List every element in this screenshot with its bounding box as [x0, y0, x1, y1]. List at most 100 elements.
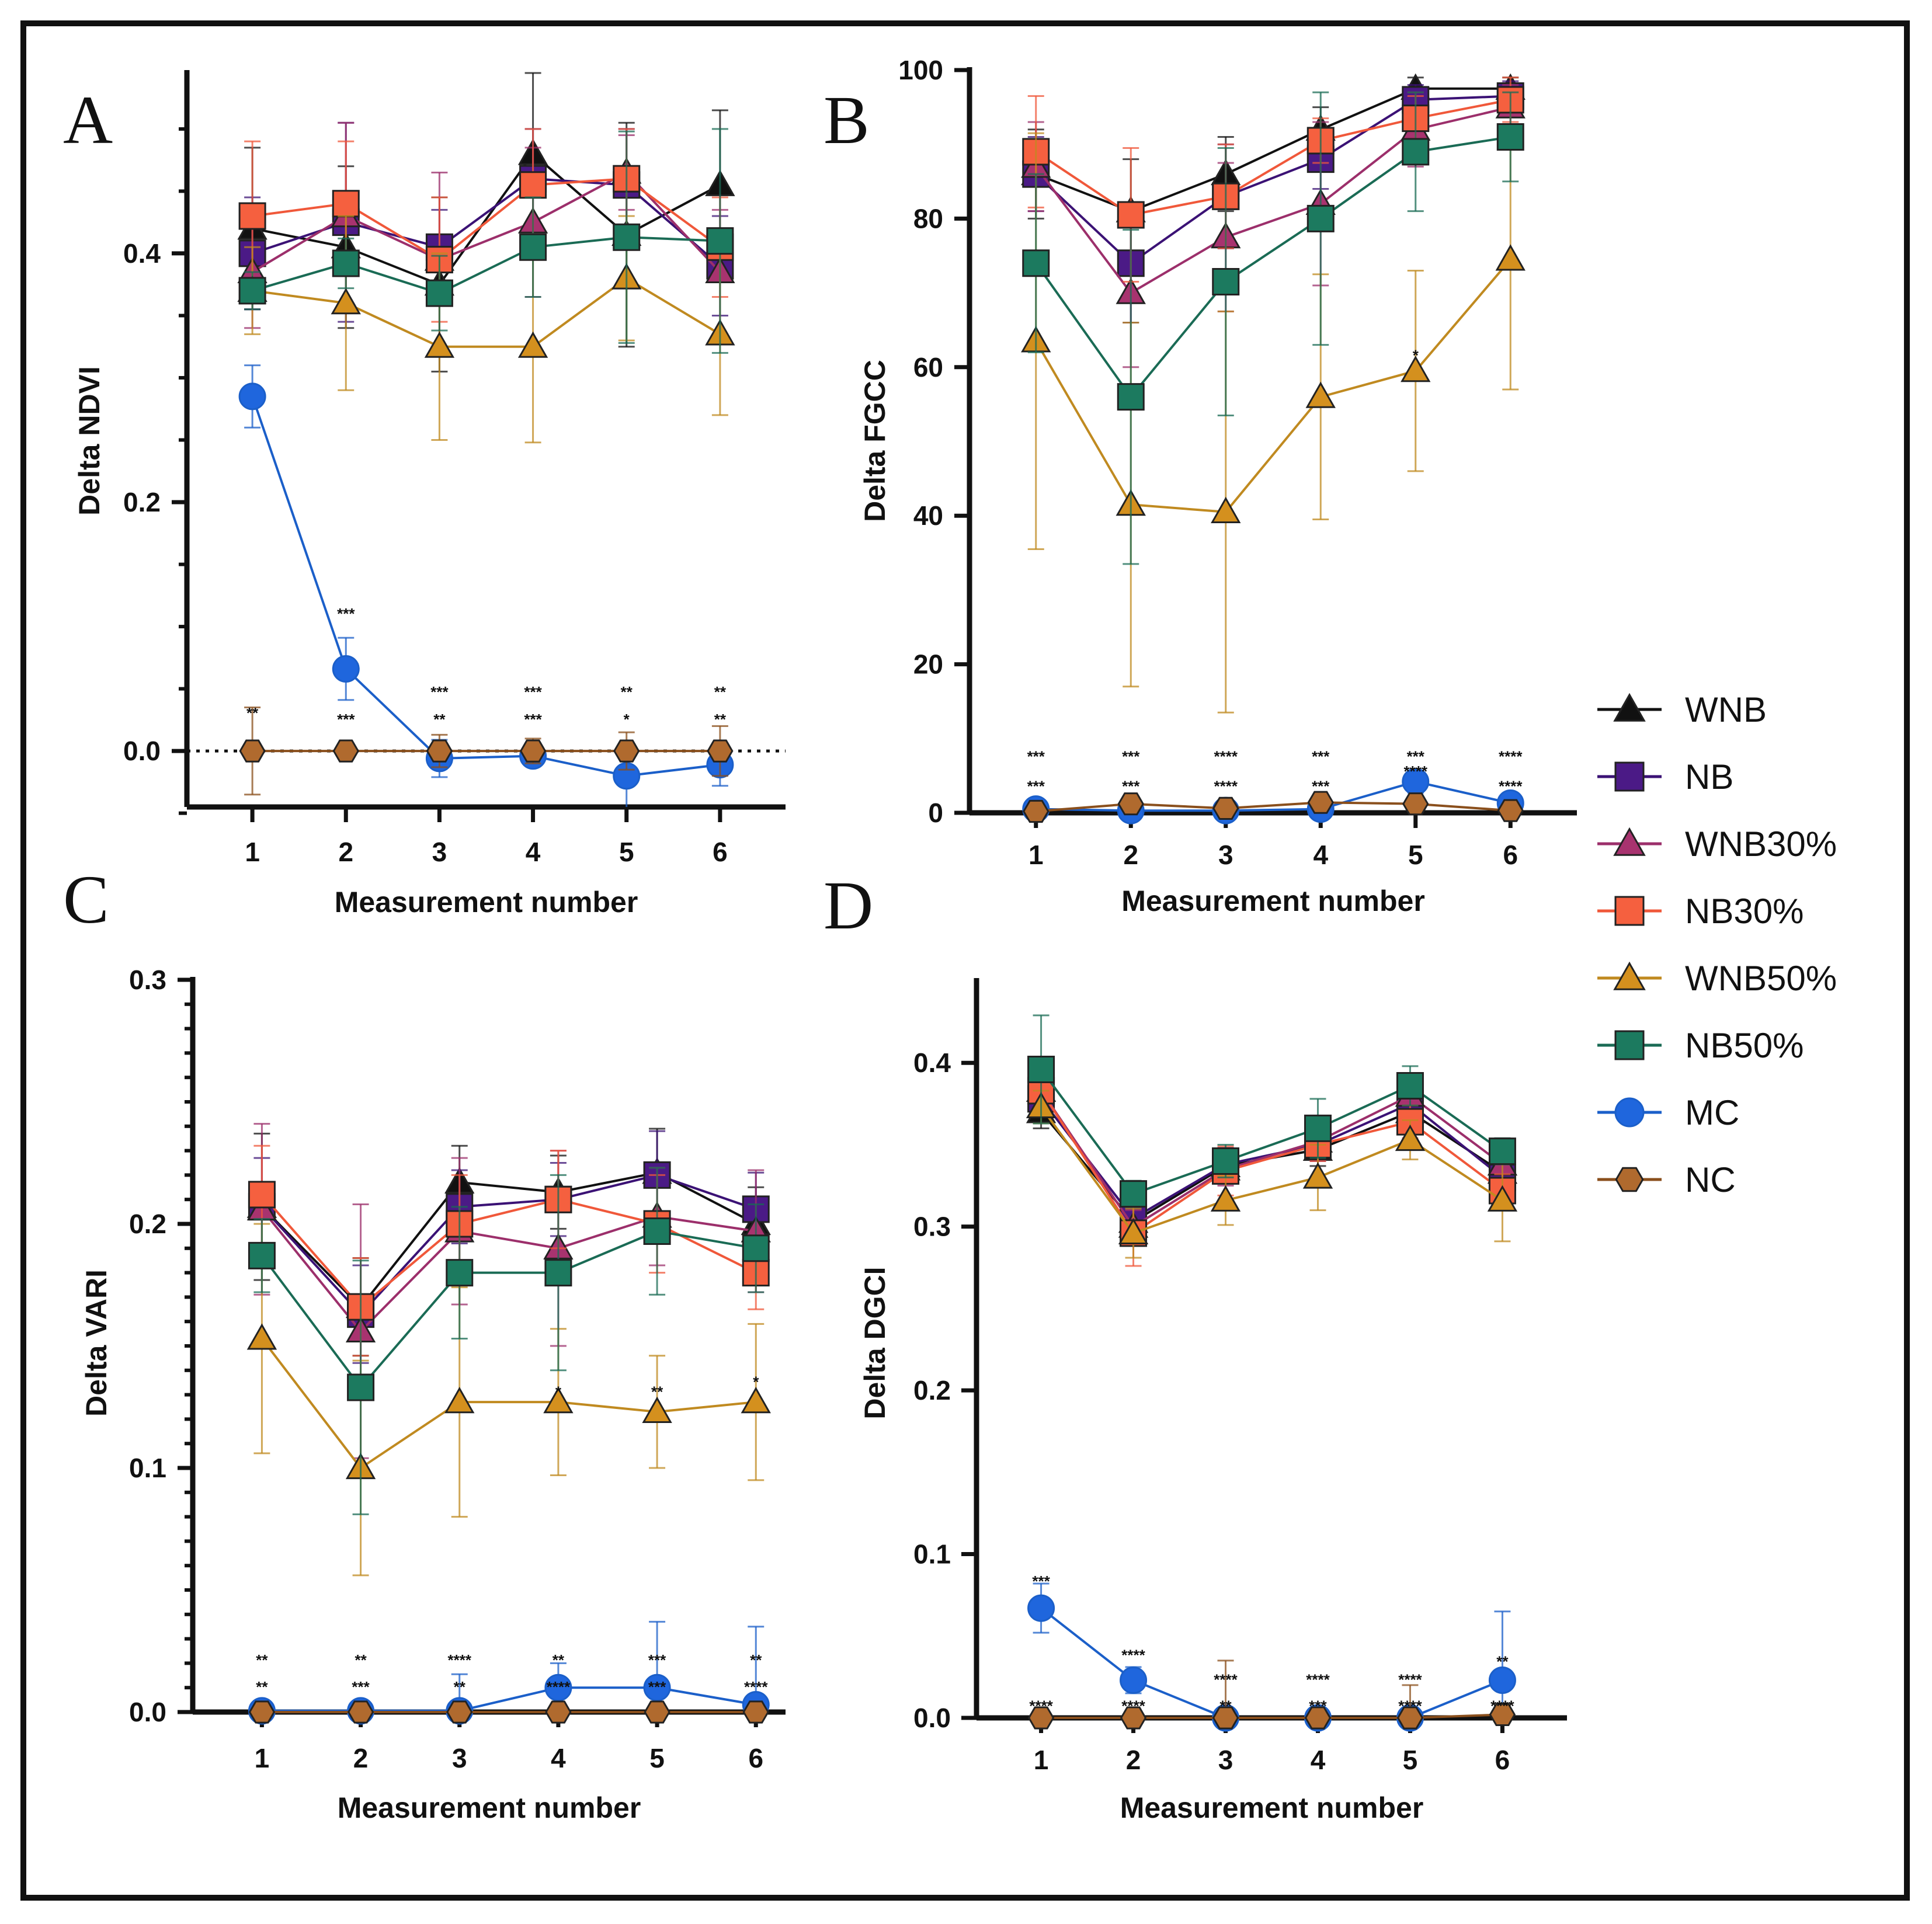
- legend-label: WNB50%: [1685, 959, 1837, 998]
- data-point: [519, 171, 547, 199]
- legend-item-nb30pct: NB30%: [1597, 892, 1804, 931]
- legend-marker: [1613, 693, 1646, 722]
- data-point: [1023, 799, 1050, 823]
- y-axis-title: Delta DGCI: [859, 1267, 891, 1419]
- series-line: [1040, 1111, 1503, 1223]
- y-tick-label: 0: [928, 798, 943, 828]
- legend-item-mc: MC: [1597, 1093, 1739, 1132]
- series-nc: [1023, 791, 1524, 823]
- x-tick-label: 1: [1028, 840, 1044, 870]
- significance-label: ****: [1398, 1697, 1422, 1714]
- significance-label: **: [246, 704, 259, 722]
- x-tick-label: 3: [432, 837, 447, 867]
- x-tick-label: 2: [353, 1743, 369, 1773]
- y-tick-label: 0.1: [129, 1453, 166, 1483]
- data-point: [1307, 791, 1334, 814]
- significance-label: *: [624, 711, 630, 728]
- significance-label: ****: [1214, 1671, 1238, 1688]
- figure-frame: [20, 20, 1910, 1901]
- series-line: [252, 236, 720, 295]
- data-point: [332, 249, 360, 277]
- series-wnb50pct: [237, 215, 735, 444]
- significance-label: **: [714, 711, 727, 728]
- significance-label: ****: [1214, 748, 1238, 766]
- data-point: [446, 1259, 474, 1287]
- y-axis-title: Delta FGCC: [859, 360, 891, 522]
- significance-label: ****: [1490, 1697, 1514, 1714]
- x-axis-title: Measurement number: [1120, 1791, 1424, 1824]
- significance-label: ***: [1032, 1572, 1050, 1590]
- x-tick-label: 3: [1218, 840, 1233, 870]
- series-line: [1035, 95, 1511, 265]
- series-line: [262, 1686, 756, 1712]
- significance-label: ***: [524, 711, 542, 728]
- series-line: [260, 1194, 757, 1309]
- x-tick-label: 5: [649, 1743, 665, 1773]
- significance-label: **: [553, 1651, 565, 1669]
- data-point: [1120, 1666, 1148, 1694]
- data-point: [1022, 249, 1050, 277]
- y-tick-label: 0.0: [123, 736, 161, 766]
- legend-label: NC: [1685, 1160, 1736, 1199]
- data-point: [1302, 1162, 1333, 1189]
- y-tick-label: 80: [913, 203, 943, 234]
- significance-label: ***: [524, 683, 542, 701]
- y-tick-label: 0.3: [129, 965, 166, 995]
- data-point: [1304, 1114, 1332, 1142]
- y-tick-label: 0.3: [913, 1212, 951, 1242]
- data-point: [347, 1700, 374, 1724]
- significance-label: ****: [1499, 777, 1523, 795]
- series-line: [1041, 1713, 1503, 1719]
- data-point: [643, 1217, 671, 1245]
- series-nb50pct: [1022, 91, 1524, 565]
- significance-label: ***: [1312, 777, 1330, 795]
- data-point: [517, 331, 548, 358]
- series-wnb: [1026, 1094, 1518, 1239]
- y-tick-label: 20: [913, 649, 943, 680]
- series-mc: [248, 1620, 770, 1725]
- series-wnb50pct: [1021, 128, 1526, 714]
- significance-label: **: [1219, 1697, 1232, 1714]
- data-point: [331, 288, 361, 315]
- series-line: [252, 178, 721, 267]
- data-point: [248, 1241, 276, 1269]
- x-tick-label: 2: [1126, 1745, 1141, 1775]
- x-tick-label: 6: [1495, 1745, 1510, 1775]
- data-point: [643, 1674, 671, 1702]
- significance-label: ****: [1306, 1671, 1330, 1688]
- series-mc: [238, 364, 734, 807]
- data-point: [347, 1373, 375, 1401]
- significance-label: ****: [448, 1651, 472, 1669]
- y-axis-title: Delta VARI: [80, 1269, 113, 1417]
- series-line: [252, 178, 721, 262]
- significance-label: ***: [430, 683, 449, 701]
- data-point: [239, 739, 266, 763]
- legend-item-wnb: WNB: [1597, 690, 1767, 729]
- data-point: [1396, 1706, 1424, 1730]
- x-tick-label: 2: [1123, 840, 1138, 870]
- x-tick-label: 4: [551, 1743, 566, 1773]
- legend-label: WNB: [1685, 690, 1767, 729]
- legend: WNB NB WNB30% NB30% WNB50% NB50% MC NC: [1597, 690, 1837, 1199]
- series-nb30pct: [1027, 1065, 1516, 1267]
- data-point: [1488, 1137, 1516, 1165]
- data-point: [545, 1700, 572, 1724]
- series-mc: [1027, 1582, 1516, 1732]
- data-point: [613, 739, 640, 763]
- significance-label: ***: [648, 1651, 666, 1669]
- panel-a: A 0.0 0.2 0.4 1 2 3 4 5 6 Measurement number Delta …: [63, 70, 786, 918]
- legend-label: NB50%: [1685, 1026, 1804, 1065]
- significance-label: ****: [1029, 1697, 1053, 1714]
- data-point: [332, 739, 359, 763]
- y-tick-label: 0.4: [123, 238, 161, 269]
- y-tick-label: 0.0: [913, 1703, 951, 1733]
- significance-label: **: [651, 1383, 663, 1400]
- y-tick-label: 40: [913, 500, 943, 531]
- x-tick-label: 5: [619, 837, 634, 867]
- data-point: [1402, 792, 1429, 816]
- significance-label: ***: [1027, 777, 1045, 795]
- significance-label: **: [714, 683, 727, 701]
- data-point: [613, 223, 641, 251]
- data-point: [238, 277, 266, 305]
- data-point: [1495, 244, 1526, 271]
